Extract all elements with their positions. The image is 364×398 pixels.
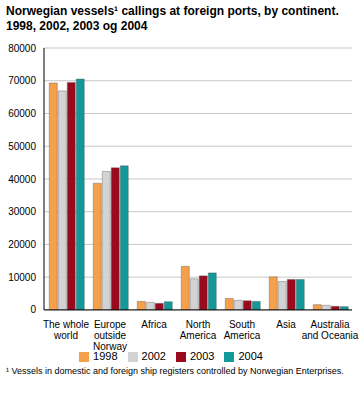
svg-text:Asia: Asia xyxy=(276,319,296,330)
svg-text:20000: 20000 xyxy=(8,239,36,250)
html-text:Norwegian vessels¹ callings at: Norwegian vessels¹ callings at foreign p… xyxy=(6,4,339,33)
svg-text:Australia: Australia xyxy=(311,319,350,330)
svg-text:10000: 10000 xyxy=(8,272,36,283)
svg-text:America: America xyxy=(224,330,261,341)
svg-text:70000: 70000 xyxy=(8,75,36,86)
html-text:1998: 1998 xyxy=(93,349,118,362)
svg-text:America: America xyxy=(180,330,217,341)
svg-text:Norway: Norway xyxy=(93,341,127,352)
svg-text:80000: 80000 xyxy=(8,43,36,54)
svg-text:Europe: Europe xyxy=(94,319,127,330)
svg-text:40000: 40000 xyxy=(8,174,36,185)
svg-text:60000: 60000 xyxy=(8,108,36,119)
svg-text:South: South xyxy=(229,319,255,330)
html-text:2002: 2002 xyxy=(141,349,166,362)
svg-text:Africa: Africa xyxy=(141,319,167,330)
html-text:2003: 2003 xyxy=(190,349,215,362)
svg-text:world: world xyxy=(53,330,78,341)
html-text:¹ Vessels in domestic and fore: ¹ Vessels in domestic and foreign ship r… xyxy=(6,366,344,376)
svg-text:0: 0 xyxy=(30,304,36,315)
svg-text:and Oceania: and Oceania xyxy=(302,330,356,341)
svg-text:The whole: The whole xyxy=(43,319,90,330)
svg-text:30000: 30000 xyxy=(8,206,36,217)
svg-text:50000: 50000 xyxy=(8,141,36,152)
svg-text:outside: outside xyxy=(94,330,127,341)
html-text:2004: 2004 xyxy=(238,349,263,362)
svg-text:North: North xyxy=(186,319,210,330)
